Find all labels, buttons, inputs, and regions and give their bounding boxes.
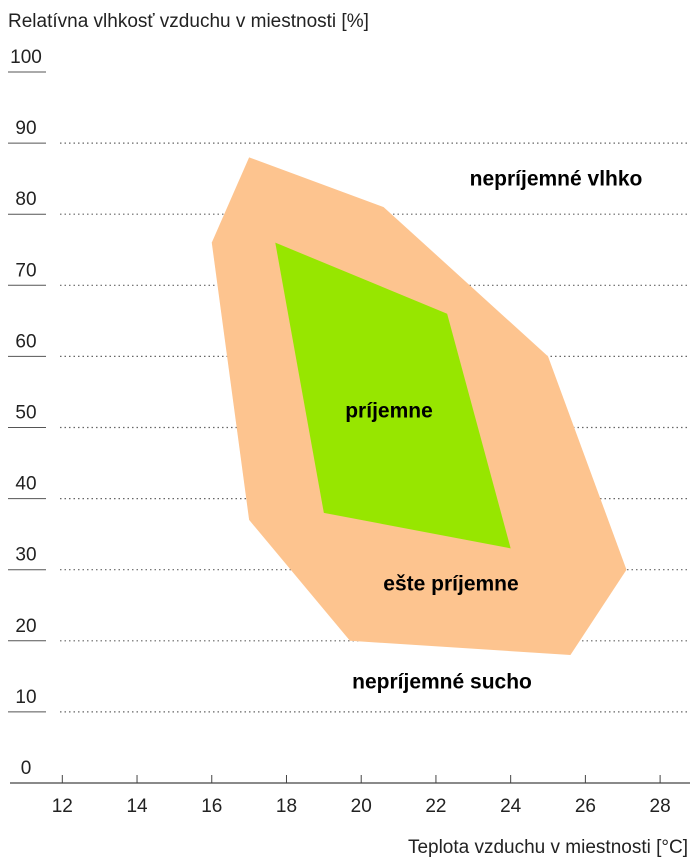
- x-tick-label: 20: [351, 796, 372, 817]
- y-tick-label: 0: [21, 758, 32, 779]
- y-tick-label: 90: [15, 118, 36, 139]
- y-tick-label: 30: [15, 545, 36, 566]
- x-tick-label: 28: [650, 796, 671, 817]
- y-tick-label: 100: [10, 47, 42, 68]
- zone-label: príjemne: [345, 400, 433, 423]
- y-tick-label: 20: [15, 616, 36, 637]
- y-tick-label: 60: [15, 331, 36, 352]
- y-tick-label: 40: [15, 474, 36, 495]
- annotation: nepríjemné sucho: [352, 671, 532, 694]
- x-axis-label: Teplota vzduchu v miestnosti [°C]: [408, 837, 688, 858]
- annotation: nepríjemné vlhko: [470, 168, 643, 191]
- x-tick-label: 16: [201, 796, 222, 817]
- y-tick-label: 50: [15, 403, 36, 424]
- y-tick-label: 10: [15, 687, 36, 708]
- x-tick-label: 22: [425, 796, 446, 817]
- x-tick-label: 18: [276, 796, 297, 817]
- x-tick-label: 24: [500, 796, 522, 817]
- zone: [275, 242, 511, 549]
- y-tick-label: 80: [15, 189, 36, 210]
- x-tick-label: 12: [52, 796, 73, 817]
- y-axis-label: Relatívna vlhkosť vzduchu v miestnosti […: [8, 11, 369, 32]
- x-tick-label: 26: [575, 796, 596, 817]
- x-tick-label: 14: [126, 796, 148, 817]
- y-tick-label: 70: [15, 260, 36, 281]
- zone-label: ešte príjemne: [383, 573, 518, 596]
